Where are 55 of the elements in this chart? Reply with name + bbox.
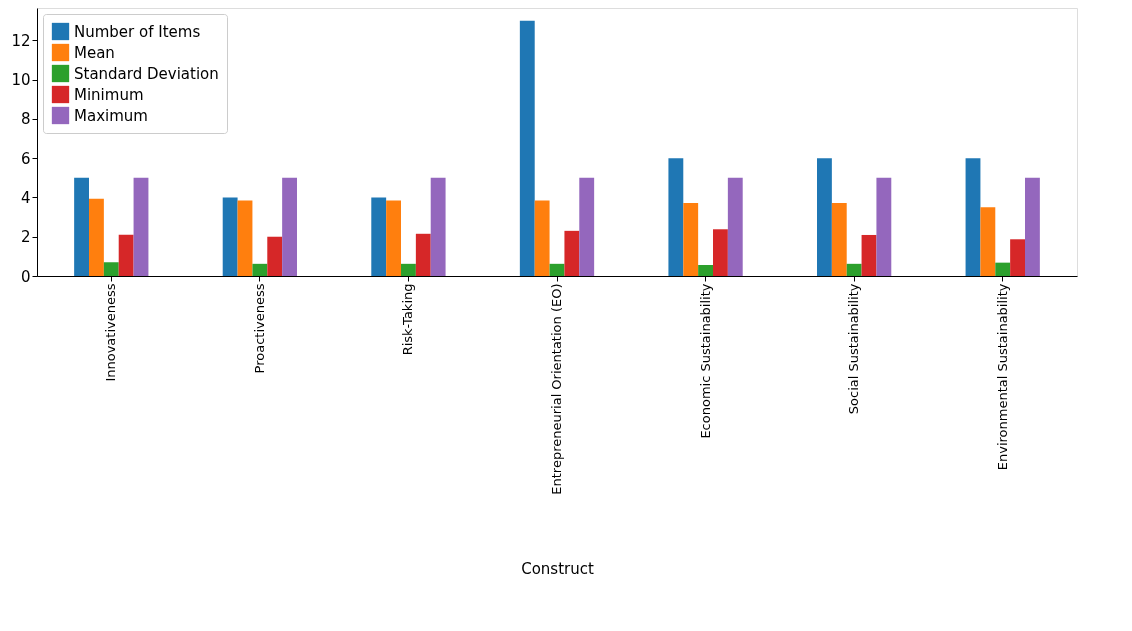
bar xyxy=(668,158,684,276)
bar xyxy=(980,207,996,276)
bar xyxy=(861,234,877,276)
y-tick-label: 12 xyxy=(11,31,31,50)
bar xyxy=(252,263,268,276)
legend-label: Mean xyxy=(74,43,115,62)
y-tick-label: 8 xyxy=(20,110,31,129)
bar xyxy=(698,265,713,276)
bar xyxy=(817,158,832,276)
legend-label: Maximum xyxy=(74,106,148,125)
bar xyxy=(237,200,253,276)
bar xyxy=(713,229,728,276)
bar xyxy=(282,177,297,276)
bar xyxy=(519,20,535,276)
x-tick-label: Social Sustainability xyxy=(846,283,862,415)
bar xyxy=(1010,239,1025,276)
bar xyxy=(118,234,134,276)
bar xyxy=(415,233,431,276)
bar xyxy=(386,200,401,276)
legend-label: Number of Items xyxy=(74,22,201,41)
y-tick-label: 0 xyxy=(20,267,31,286)
bar xyxy=(222,197,238,276)
bar xyxy=(995,262,1011,276)
y-tick-label: 4 xyxy=(20,188,31,207)
x-tick-label: Environmental Sustainability xyxy=(994,283,1010,471)
bar xyxy=(103,262,119,276)
bar xyxy=(965,158,981,276)
bar xyxy=(534,200,550,276)
bar xyxy=(564,230,580,276)
bar xyxy=(846,263,862,276)
bar xyxy=(876,177,892,276)
bar xyxy=(549,263,565,276)
y-tick-label: 6 xyxy=(20,149,31,168)
x-tick-label: Risk-Taking xyxy=(400,283,416,356)
bar xyxy=(727,177,743,276)
bar xyxy=(579,177,595,276)
bar xyxy=(89,198,104,276)
bar xyxy=(401,263,416,276)
bar xyxy=(371,197,387,276)
x-tick-label: Proactiveness xyxy=(251,283,267,374)
x-axis-title: Construct xyxy=(521,559,594,578)
bar xyxy=(74,177,89,276)
bar xyxy=(1025,177,1040,276)
y-tick-label: 2 xyxy=(20,228,31,247)
bar xyxy=(133,177,149,276)
legend-label: Minimum xyxy=(74,85,144,104)
x-tick-label: Economic Sustainability xyxy=(697,283,713,439)
x-tick-label: Entrepreneurial Orientation (EO) xyxy=(549,283,564,495)
y-tick-label: 10 xyxy=(11,71,31,90)
bar xyxy=(683,202,699,276)
bar xyxy=(430,177,446,276)
x-tick-label: Innovativeness xyxy=(103,283,119,382)
bar xyxy=(267,236,283,276)
legend-label: Standard Deviation xyxy=(74,64,219,83)
bar xyxy=(831,202,847,276)
